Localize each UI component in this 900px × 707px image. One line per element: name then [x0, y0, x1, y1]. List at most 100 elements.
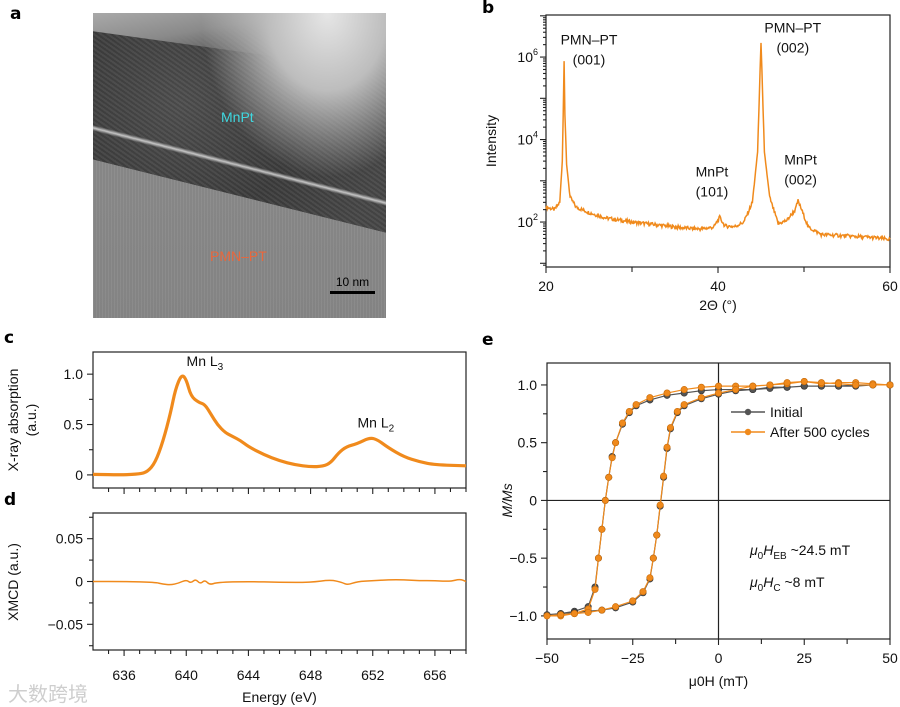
- panel-label-d: d: [4, 490, 17, 510]
- peak-annotation: (002): [784, 171, 817, 187]
- x-tick-label: 20: [538, 278, 554, 294]
- x-tick-label: 640: [175, 667, 199, 683]
- data-point: [680, 401, 688, 409]
- y-axis-label: Intensity: [483, 115, 499, 167]
- x-axis-label: 2Θ (°): [699, 297, 737, 313]
- panel-label-b: b: [482, 0, 495, 18]
- legend-label: After 500 cycles: [770, 424, 870, 440]
- data-point: [591, 585, 599, 593]
- y-tick-label: 0.05: [56, 531, 83, 547]
- data-point: [783, 379, 791, 387]
- data-point: [663, 443, 671, 451]
- data-point: [660, 472, 668, 480]
- data-point: [732, 386, 740, 394]
- x-tick-label: 648: [299, 667, 323, 683]
- data-point: [543, 612, 551, 620]
- x-tick-label: 0: [715, 650, 723, 666]
- data-point: [605, 473, 613, 481]
- interface-line: [93, 13, 386, 318]
- peak-annotation: (002): [776, 39, 809, 55]
- data-point: [646, 574, 654, 582]
- data-point: [749, 382, 757, 390]
- y-axis-label-units: (a.u.): [23, 404, 39, 437]
- data-point: [618, 419, 626, 427]
- data-point: [632, 401, 640, 409]
- peak-annotation: PMN–PT: [764, 19, 821, 35]
- edge-annotation: Mn L3: [187, 353, 224, 373]
- x-tick-label: −25: [621, 650, 645, 666]
- scale-bar-label: 10 nm: [335, 275, 370, 289]
- data-point: [835, 380, 843, 388]
- data-point: [557, 611, 565, 619]
- y-tick-label: 1.0: [64, 366, 84, 382]
- y-axis-label: X-ray absorption: [5, 369, 21, 472]
- y-tick-label: −1.0: [509, 608, 537, 624]
- legend-marker: [744, 408, 752, 416]
- peak-annotation: PMN–PT: [561, 32, 618, 48]
- data-point: [697, 383, 705, 391]
- x-tick-label: 40: [710, 278, 726, 294]
- xas-series-line: [92, 374, 467, 477]
- y-tick-label: 0: [529, 492, 537, 508]
- data-point: [584, 608, 592, 616]
- data-point: [714, 382, 722, 390]
- data-point: [570, 610, 578, 618]
- peak-annotation: MnPt: [696, 164, 729, 180]
- data-point: [869, 381, 877, 389]
- x-tick-label: 656: [423, 667, 447, 683]
- y-tick-label: 0: [75, 574, 83, 590]
- y-tick-label: 0: [75, 467, 83, 483]
- panel-label-c: c: [4, 328, 15, 348]
- y-tick-label: 106: [517, 47, 538, 65]
- x-axis-label: μ0H (mT): [689, 673, 748, 689]
- data-point: [800, 377, 808, 385]
- y-tick-label: −0.5: [509, 550, 537, 566]
- x-axis-label: Energy (eV): [242, 689, 317, 705]
- data-point: [886, 381, 894, 389]
- data-point: [646, 394, 654, 402]
- series-after-500-cycles: [543, 377, 894, 620]
- data-point: [852, 381, 860, 389]
- y-tick-label: 1.0: [518, 377, 538, 393]
- data-point: [680, 386, 688, 394]
- data-point: [598, 525, 606, 533]
- peak-annotation: (001): [573, 52, 606, 68]
- xrd-series-line: [545, 42, 891, 242]
- y-tick-label: −0.05: [48, 616, 84, 632]
- x-tick-label: 60: [882, 278, 898, 294]
- data-point: [639, 588, 647, 596]
- y-axis-label: XMCD (a.u.): [5, 543, 21, 621]
- data-point: [598, 606, 606, 614]
- data-point: [697, 394, 705, 402]
- panel-label-a: a: [10, 4, 22, 24]
- substrate-label: PMN–PT: [210, 248, 267, 264]
- data-point: [601, 496, 609, 504]
- data-point: [649, 554, 657, 562]
- data-point: [666, 424, 674, 432]
- film-label: MnPt: [221, 109, 254, 125]
- data-point: [714, 389, 722, 397]
- data-point: [625, 408, 633, 416]
- x-tick-label: 636: [112, 667, 136, 683]
- y-axis-label: M/Ms: [499, 483, 515, 517]
- data-point: [817, 379, 825, 387]
- y-tick-label: 0.5: [518, 435, 538, 451]
- data-point: [653, 531, 661, 539]
- data-point: [663, 389, 671, 397]
- x-tick-label: 652: [361, 667, 385, 683]
- peak-annotation: (101): [696, 184, 729, 200]
- watermark: 大数跨境: [8, 682, 88, 706]
- x-tick-label: −50: [535, 650, 559, 666]
- data-point: [612, 439, 620, 447]
- y-tick-label: 104: [517, 130, 538, 148]
- field-annotation: μ0HEB ~24.5 mT: [749, 542, 851, 562]
- legend-label: Initial: [770, 404, 803, 420]
- xmcd-series-line: [93, 578, 467, 586]
- data-point: [608, 454, 616, 462]
- x-tick-label: 25: [796, 650, 812, 666]
- tem-micrograph: MnPt PMN–PT 10 nm: [93, 13, 386, 318]
- legend: Initial After 500 cycles: [731, 404, 870, 440]
- data-point: [656, 501, 664, 509]
- peak-annotation: MnPt: [784, 151, 817, 167]
